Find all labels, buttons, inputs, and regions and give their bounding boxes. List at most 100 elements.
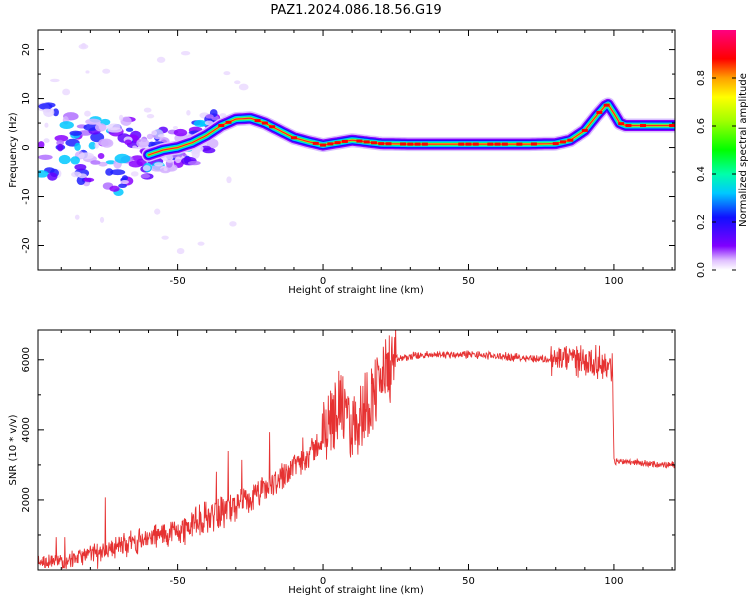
spectrogram-x-tick-label: -50 xyxy=(169,276,185,287)
spectrogram-y-tick-label: 0 xyxy=(21,144,32,150)
spectrogram-blob xyxy=(107,127,123,133)
spectrogram-blob xyxy=(90,160,101,165)
spectrogram-peak xyxy=(218,124,225,128)
spectrogram-blob xyxy=(105,168,114,176)
spectrogram-speck xyxy=(176,247,185,255)
spectrogram-peak xyxy=(501,142,508,146)
spectrogram-speck xyxy=(120,179,129,185)
spectrogram-speck xyxy=(234,80,241,85)
spectrogram-speck xyxy=(238,83,249,91)
snr-x-tick-label: 50 xyxy=(462,576,475,587)
snr-frame xyxy=(37,329,676,571)
snr-x-tick-label: 0 xyxy=(320,576,326,587)
colorbar-label: Normalized spectral amplitude xyxy=(738,73,749,227)
spectrogram-speck xyxy=(156,56,166,63)
spectrogram-speck xyxy=(154,162,164,167)
spectrogram-marks xyxy=(38,42,675,255)
spectrogram-peak xyxy=(370,141,377,145)
spectrogram-blob xyxy=(43,138,50,143)
spectrogram-peak xyxy=(290,136,297,140)
spectrogram-speck xyxy=(84,110,91,117)
spectrogram-speck xyxy=(174,156,182,164)
spectrogram-blob xyxy=(109,185,120,192)
spectrogram-blob xyxy=(173,128,188,137)
spectrogram-speck xyxy=(180,51,191,56)
spectrogram-speck xyxy=(165,159,174,163)
spectrogram-peak xyxy=(472,142,479,146)
spectrogram-blob xyxy=(83,123,99,131)
spectrogram-peak xyxy=(552,142,559,146)
spectrogram-peak xyxy=(560,140,567,144)
spectrogram-speck xyxy=(130,171,139,177)
spectrogram-peak xyxy=(618,122,625,126)
spectrogram-blob xyxy=(128,160,143,168)
spectrogram-blob xyxy=(98,161,108,167)
figure-title: PAZ1.2024.086.18.56.G19 xyxy=(270,3,441,18)
spectrogram-speck xyxy=(223,71,231,76)
spectrogram-peak xyxy=(356,139,363,143)
spectrogram-peak xyxy=(494,142,501,146)
spectrogram-speck xyxy=(50,78,60,83)
spectrogram-peak xyxy=(407,142,414,146)
spectrogram-speck xyxy=(186,109,191,116)
spectrogram-x-tick-label: 50 xyxy=(462,276,475,287)
spectrogram-peak xyxy=(261,121,268,125)
spectrogram-peak xyxy=(581,128,588,132)
spectrogram-frame xyxy=(37,29,676,271)
colorbar-ticks: 0.0 0.2 0.4 0.6 0.8 xyxy=(696,70,736,278)
spectrogram-speck xyxy=(229,221,237,227)
spectrogram-peak xyxy=(312,141,319,145)
snr-y-tick-label: 2000 xyxy=(21,487,32,512)
spectrogram-blob xyxy=(74,142,81,151)
spectrogram-blob xyxy=(191,149,200,159)
spectrogram-peak xyxy=(625,124,632,128)
spectrogram-blob xyxy=(146,133,154,140)
spectrogram-x-tick-label: 0 xyxy=(320,276,326,287)
spectrogram-peak xyxy=(341,139,348,143)
spectrogram-speck xyxy=(143,107,152,113)
spectrogram-speck xyxy=(197,241,205,246)
spectrogram-speck xyxy=(157,134,165,138)
spectrogram-peak xyxy=(414,142,421,146)
spectrogram-speck xyxy=(85,70,90,74)
snr-y-tick-label: 4000 xyxy=(21,417,32,442)
spectrogram-x-axis-label: Height of straight line (km) xyxy=(288,285,424,296)
spectrogram-blob xyxy=(78,152,94,160)
spectrogram-speck xyxy=(163,167,168,171)
spectrogram-peak xyxy=(334,141,341,145)
spectrogram-speck xyxy=(146,113,155,119)
spectrogram-blob xyxy=(124,139,133,146)
spectrogram-speck xyxy=(94,142,99,149)
spectrogram-peak xyxy=(269,125,276,129)
spectrogram-speck xyxy=(44,122,49,128)
spectrogram-blob xyxy=(58,154,71,165)
spectrogram-speck xyxy=(132,145,137,149)
spectrogram-speck xyxy=(154,208,161,215)
spectrogram-y-tick-label: 20 xyxy=(21,43,32,56)
spectrogram-speck xyxy=(226,176,232,184)
spectrogram-speck xyxy=(81,42,87,49)
spectrogram-peak xyxy=(465,142,472,146)
spectrogram-blob xyxy=(205,114,214,119)
spectrogram-blob xyxy=(118,183,127,188)
snr-y-axis-label: SNR (10 * v/v) xyxy=(8,414,19,485)
spectrogram-y-tick-label: -10 xyxy=(21,188,32,204)
spectrogram-blob xyxy=(74,163,87,171)
spectrogram-peak xyxy=(603,103,610,107)
colorbar-tick-label: 0.2 xyxy=(696,214,707,230)
snr-x-tick-label: -50 xyxy=(169,576,185,587)
spectrogram-blob xyxy=(120,116,132,126)
spectrogram-peak xyxy=(530,142,537,146)
spectrogram-speck xyxy=(219,113,227,118)
spectrogram-blob xyxy=(97,152,105,159)
spectrogram-blob xyxy=(110,169,126,176)
spectrogram-blob xyxy=(187,160,201,166)
spectrogram-peak xyxy=(327,142,334,146)
spectrogram-speck xyxy=(161,235,169,240)
spectrogram-y-tick-label: 10 xyxy=(21,92,32,105)
spectrogram-blob xyxy=(38,170,49,178)
spectrogram-y-tick-label: -20 xyxy=(21,237,32,253)
spectrogram-blob xyxy=(54,135,69,142)
spectrogram-blob xyxy=(70,156,80,165)
